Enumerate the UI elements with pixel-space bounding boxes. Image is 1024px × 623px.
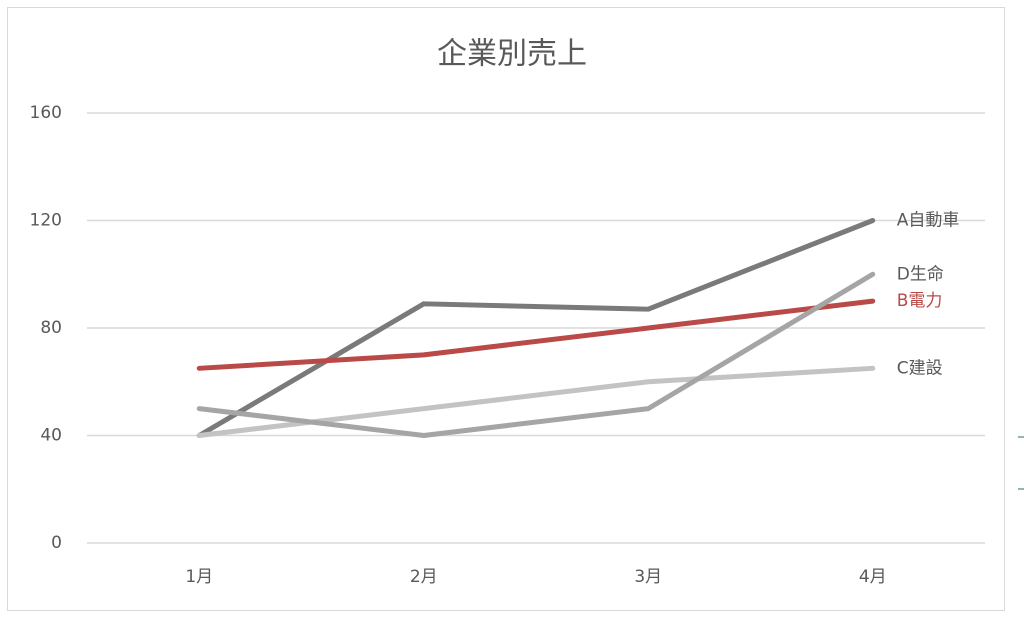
x-tick-label: 4月 — [859, 567, 887, 587]
x-tick-label: 2月 — [410, 567, 438, 587]
y-tick-label: 160 — [30, 103, 62, 123]
y-tick-label: 80 — [40, 318, 62, 338]
y-tick-label: 0 — [51, 533, 62, 553]
series-label: D生命 — [897, 264, 944, 284]
series-line — [196, 271, 876, 438]
series-label: A自動車 — [897, 211, 960, 231]
x-tick-label: 1月 — [185, 567, 213, 587]
chart-frame — [7, 7, 1005, 611]
y-tick-label: 40 — [40, 426, 62, 446]
x-tick-label: 3月 — [634, 567, 662, 587]
chart-title: 企業別売上 — [437, 37, 587, 72]
series-line — [196, 218, 876, 438]
y-tick-label: 120 — [30, 211, 62, 231]
series-line — [196, 298, 876, 371]
series-label: B電力 — [897, 291, 943, 311]
series-label: C建設 — [897, 358, 943, 378]
